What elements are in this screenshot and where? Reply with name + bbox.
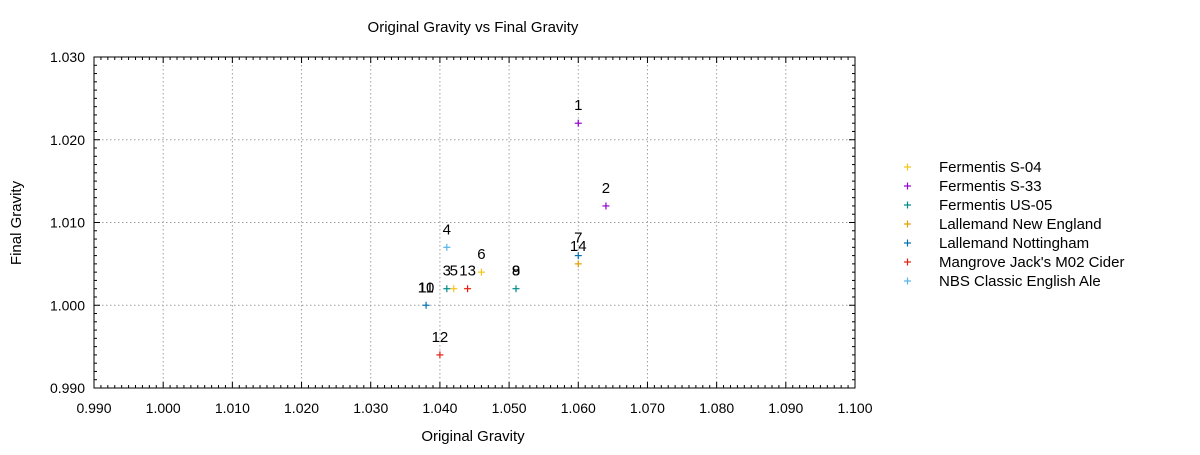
x-tick-label: 1.010 bbox=[215, 400, 250, 416]
point-annotation: 6 bbox=[477, 246, 485, 263]
point-annotation: 7 bbox=[574, 230, 582, 247]
legend-label: Lallemand New England bbox=[939, 216, 1102, 233]
point-annotation: 8 bbox=[512, 263, 520, 280]
point-annotation: 10 bbox=[418, 279, 435, 296]
data-point bbox=[422, 301, 430, 309]
x-tick-label: 1.100 bbox=[837, 400, 872, 416]
legend-entry: Fermentis US-05 bbox=[904, 197, 1052, 214]
x-tick-label: 1.070 bbox=[630, 400, 665, 416]
axis-ticks bbox=[93, 56, 856, 389]
data-point bbox=[436, 351, 444, 359]
data-point bbox=[602, 202, 610, 210]
point-annotation: 1 bbox=[574, 97, 582, 114]
y-tick-label: 0.990 bbox=[50, 380, 85, 396]
point-annotation: 2 bbox=[602, 180, 610, 197]
point-annotation: 3 bbox=[443, 263, 451, 280]
legend-entry: Fermentis S-33 bbox=[904, 178, 1042, 195]
point-annotation: 12 bbox=[432, 329, 449, 346]
data-point bbox=[574, 252, 582, 260]
legend-label: Fermentis US-05 bbox=[939, 197, 1052, 214]
legend-label: Fermentis S-04 bbox=[939, 159, 1042, 176]
y-tick-label: 1.030 bbox=[50, 49, 85, 65]
point-annotation: 5 bbox=[450, 263, 458, 280]
x-tick-label: 1.040 bbox=[422, 400, 457, 416]
legend-entry: NBS Classic English Ale bbox=[904, 273, 1101, 290]
y-tick-label: 1.020 bbox=[50, 132, 85, 148]
data-point bbox=[512, 285, 520, 293]
x-tick-label: 1.090 bbox=[768, 400, 803, 416]
point-annotation: 11 bbox=[418, 279, 434, 296]
data-points bbox=[422, 119, 610, 359]
data-point bbox=[477, 268, 485, 276]
x-axis-title: Original Gravity bbox=[421, 428, 525, 445]
legend-entry: Lallemand Nottingham bbox=[904, 235, 1089, 252]
x-tick-labels: 0.990 1.000 1.010 1.020 1.030 1.040 1.050 1.060… bbox=[76, 400, 872, 416]
legend-entry: Lallemand New England bbox=[904, 216, 1102, 233]
data-point bbox=[464, 285, 472, 293]
data-point bbox=[574, 119, 582, 127]
grid-lines bbox=[94, 57, 855, 388]
legend: Fermentis S-04 Fermentis S-33 Fermentis US… bbox=[904, 159, 1124, 290]
legend-label: Fermentis S-33 bbox=[939, 178, 1042, 195]
legend-label: Mangrove Jack's M02 Cider bbox=[939, 254, 1124, 271]
point-annotation: 4 bbox=[443, 221, 451, 238]
data-point bbox=[443, 243, 451, 251]
y-axis-title: Final Gravity bbox=[8, 180, 25, 265]
point-annotation: 13 bbox=[459, 263, 476, 280]
x-tick-label: 1.030 bbox=[353, 400, 388, 416]
point-annotation: 9 bbox=[512, 263, 520, 280]
x-tick-label: 1.050 bbox=[492, 400, 527, 416]
y-tick-labels: 0.990 1.000 1.010 1.020 1.030 bbox=[50, 49, 85, 396]
y-tick-label: 1.000 bbox=[50, 297, 85, 313]
legend-entry: Mangrove Jack's M02 Cider bbox=[904, 254, 1124, 271]
x-tick-label: 1.000 bbox=[146, 400, 181, 416]
data-point bbox=[450, 285, 458, 293]
point-annotation: 14 bbox=[570, 238, 587, 255]
legend-label: Lallemand Nottingham bbox=[939, 235, 1089, 252]
x-tick-label: 1.060 bbox=[561, 400, 596, 416]
legend-entry: Fermentis S-04 bbox=[904, 159, 1042, 176]
x-tick-label: 0.990 bbox=[76, 400, 111, 416]
x-tick-label: 1.020 bbox=[284, 400, 319, 416]
x-tick-label: 1.080 bbox=[699, 400, 734, 416]
data-point bbox=[574, 260, 582, 268]
data-point bbox=[443, 285, 451, 293]
chart-title: Original Gravity vs Final Gravity bbox=[368, 19, 579, 36]
legend-label: NBS Classic English Ale bbox=[939, 273, 1101, 290]
y-tick-label: 1.010 bbox=[50, 215, 85, 231]
